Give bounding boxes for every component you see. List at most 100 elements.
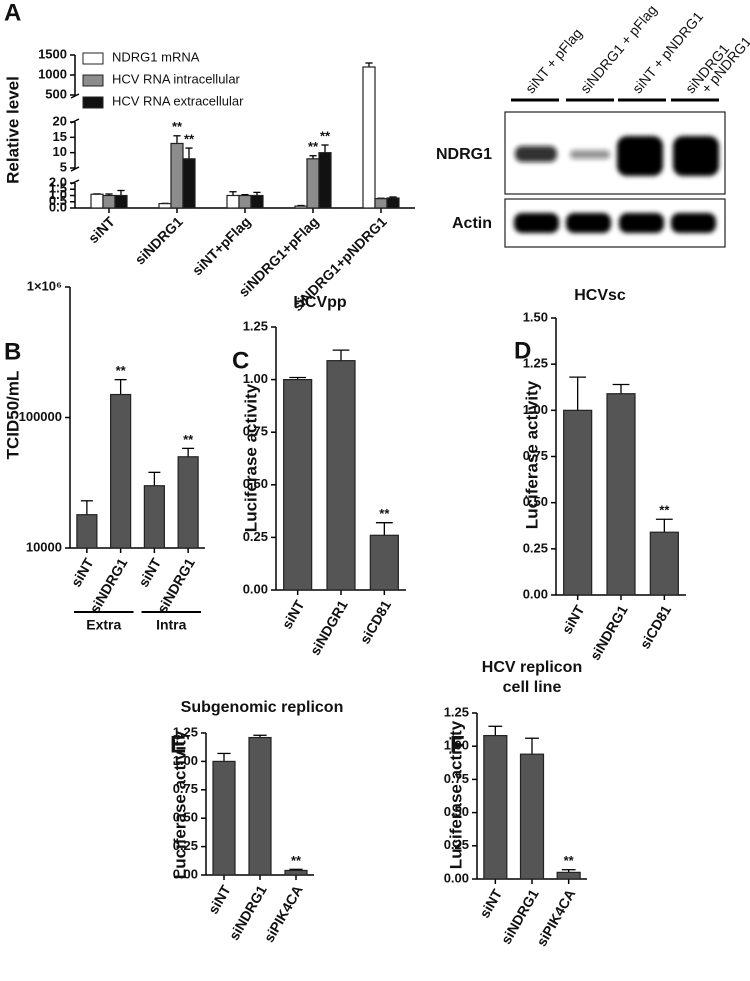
- y-tick-label: 500: [45, 86, 67, 101]
- bar: [250, 194, 264, 209]
- bar: [306, 158, 320, 209]
- axis-break: [70, 93, 80, 99]
- significance: **: [308, 139, 319, 154]
- bar: [386, 197, 400, 209]
- bar: [483, 734, 508, 880]
- band: [514, 213, 559, 233]
- bar: [369, 534, 399, 591]
- bar: [326, 360, 356, 591]
- significance: **: [379, 506, 390, 521]
- y-tick-label: 0.25: [173, 838, 198, 853]
- y-tick-label: 1.00: [444, 738, 469, 753]
- y-tick-label: 2.0: [49, 174, 67, 189]
- y-tick-label: 0.25: [243, 529, 268, 544]
- band: [570, 150, 610, 159]
- row-label: Actin: [452, 215, 492, 232]
- y-tick-label: 1.00: [173, 753, 198, 768]
- y-tick-label: 0.75: [523, 448, 548, 463]
- bar: [76, 514, 98, 549]
- legend-swatch: [82, 52, 104, 65]
- bar: [374, 198, 388, 209]
- x-tick-label: siNT: [558, 602, 587, 637]
- western-blot: [504, 111, 726, 248]
- y-tick-label: 1.00: [523, 402, 548, 417]
- significance: **: [291, 853, 302, 868]
- x-tick-label: siNT: [205, 882, 234, 917]
- legend-swatch: [82, 96, 104, 109]
- y-tick-label: 1.25: [173, 724, 198, 739]
- y-tick-label: 0.75: [173, 781, 198, 796]
- panel-letter: A: [4, 0, 21, 26]
- y-tick-label: 1.5: [49, 181, 67, 196]
- y-tick-label: 1.0: [49, 187, 67, 202]
- row-label: NDRG1: [436, 146, 492, 163]
- y-tick-label: 0.5: [49, 193, 67, 208]
- y-axis-label: Luciferase activity: [446, 720, 465, 869]
- band: [673, 136, 719, 176]
- y-tick-label: 10000: [26, 539, 62, 554]
- x-tick-label: siNT: [68, 555, 97, 590]
- bar: [110, 393, 132, 549]
- band: [671, 213, 716, 233]
- y-tick-label: 5: [60, 159, 67, 174]
- significance: **: [564, 853, 575, 868]
- bar: [143, 485, 165, 549]
- y-tick-label: 1.00: [243, 371, 268, 386]
- y-axis-label: Relative level: [3, 76, 22, 184]
- chart-title: HCV replicon: [482, 659, 582, 676]
- chart-title: HCVpp: [293, 294, 347, 311]
- bar: [158, 203, 172, 209]
- band: [566, 213, 611, 233]
- significance: **: [116, 363, 127, 378]
- legend-label: NDRG1 mRNA: [112, 49, 200, 64]
- y-tick-label: 1000: [38, 66, 67, 81]
- y-tick-label: 100000: [19, 409, 62, 424]
- x-tick-label: siCD81: [357, 597, 395, 646]
- panel-letter: C: [232, 347, 249, 374]
- x-tick-label: siNT: [135, 555, 164, 590]
- y-tick-label: 10: [53, 144, 67, 159]
- bar: [102, 194, 116, 209]
- y-tick-label: 0.00: [523, 586, 548, 601]
- bar: [318, 152, 332, 209]
- bar: [177, 456, 199, 549]
- bar: [606, 393, 636, 596]
- bar: [170, 142, 184, 209]
- band: [619, 213, 664, 233]
- x-tick-label: siCD81: [637, 602, 675, 651]
- bar: [90, 193, 104, 209]
- significance: **: [320, 128, 331, 143]
- x-tick-label: siNT: [476, 886, 505, 921]
- legend-swatch: [82, 74, 104, 87]
- y-tick-label: 1.50: [523, 309, 548, 324]
- x-tick-label: siNDRG1: [132, 213, 186, 267]
- y-tick-label: 0.75: [444, 771, 469, 786]
- x-tick-label: siNDRG1: [587, 602, 631, 663]
- y-tick-label: 0.50: [243, 476, 268, 491]
- y-tick-label: 1500: [38, 46, 67, 61]
- significance: **: [659, 503, 670, 518]
- panel-letter: D: [514, 337, 531, 364]
- bar: [556, 871, 581, 880]
- bar: [284, 869, 308, 876]
- y-axis-label: Luciferase activity: [170, 730, 189, 879]
- chart-title: HCVsc: [574, 287, 626, 304]
- bar: [294, 205, 308, 209]
- y-tick-label: 0.50: [444, 804, 469, 819]
- panel-letter: E: [170, 731, 186, 758]
- panel-letter: B: [4, 338, 21, 365]
- group-label: Intra: [156, 617, 187, 633]
- significance: **: [172, 119, 183, 134]
- y-tick-label: 0.25: [444, 837, 469, 852]
- y-axis-label: Luciferase activity: [522, 380, 541, 529]
- bar: [212, 760, 236, 876]
- chart-title: Subgenomic replicon: [181, 699, 344, 716]
- bar: [114, 194, 128, 209]
- bar: [649, 531, 679, 596]
- significance: **: [183, 432, 194, 447]
- bar: [226, 194, 240, 209]
- y-tick-label: 0.50: [173, 810, 198, 825]
- chart-title: cell line: [503, 679, 562, 696]
- legend-label: HCV RNA extracellular: [112, 93, 244, 108]
